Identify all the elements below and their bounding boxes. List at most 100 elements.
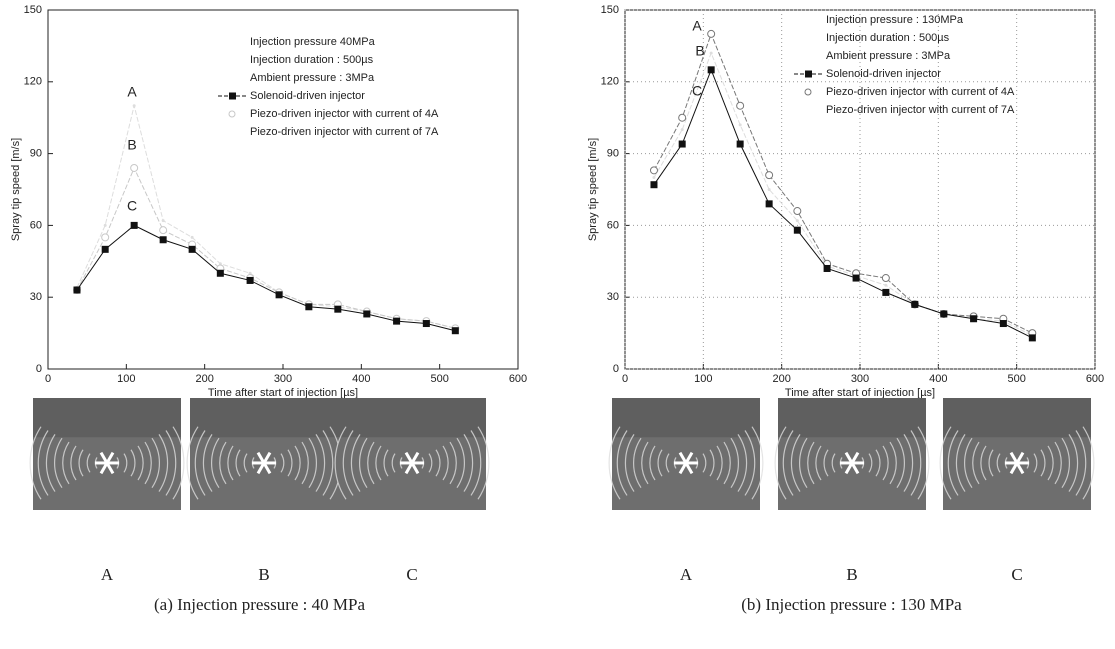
data-point xyxy=(793,207,802,216)
spray-plume xyxy=(105,451,115,464)
photo-label: C xyxy=(1011,565,1022,584)
data-point xyxy=(707,29,716,38)
photo-ring xyxy=(158,434,169,492)
data-point xyxy=(246,276,254,284)
note: Injection pressure : 130MPa xyxy=(826,14,964,26)
spray-plume xyxy=(256,451,266,464)
photo-ring xyxy=(831,453,836,473)
data-point xyxy=(736,140,744,148)
x-tick-label: 500 xyxy=(1007,373,1025,385)
photo-ring xyxy=(70,445,77,481)
spray-plume xyxy=(410,462,420,475)
x-tick-label: 100 xyxy=(117,373,135,385)
photo-ring xyxy=(1075,430,1087,496)
photo-ring xyxy=(782,430,794,496)
photo-ring xyxy=(751,426,764,500)
y-tick-label: 120 xyxy=(24,76,42,88)
photo-ring xyxy=(716,445,723,481)
spray-plume xyxy=(105,462,115,475)
y-tick-label: 90 xyxy=(30,148,42,160)
photo-ring xyxy=(165,430,177,496)
photo-ring xyxy=(1033,453,1038,473)
photo-ring xyxy=(442,445,449,481)
photo-ring xyxy=(632,437,642,489)
spray-plume xyxy=(844,462,854,475)
data-point xyxy=(451,327,459,335)
photo-ring xyxy=(988,449,994,477)
photo-ring xyxy=(287,449,293,477)
photo-ring xyxy=(301,441,309,485)
photo-ring xyxy=(608,426,621,500)
data-point xyxy=(73,286,81,294)
x-tick-label: 0 xyxy=(622,373,628,385)
photo-ring xyxy=(955,434,966,492)
y-tick-label: 30 xyxy=(30,291,42,303)
spray-plume xyxy=(1015,462,1025,475)
photo-ring xyxy=(1040,449,1046,477)
data-point xyxy=(940,310,948,318)
annotation: A xyxy=(692,18,702,34)
data-point xyxy=(159,236,167,244)
spray-plume xyxy=(256,462,266,475)
note: Injection duration : 500µs xyxy=(826,32,950,44)
data-point xyxy=(680,128,684,132)
spray-plume xyxy=(1009,451,1019,464)
y-tick-label: 90 xyxy=(607,148,619,160)
photo-shade xyxy=(33,398,181,438)
legend-entry: Piezo-driven injector with current of 4A xyxy=(804,86,1015,98)
photo-ring xyxy=(322,430,334,496)
note: Injection pressure 40MPa xyxy=(250,36,376,48)
photo-label: A xyxy=(101,565,114,584)
photo-ring xyxy=(144,441,152,485)
spray-photo xyxy=(334,398,490,510)
photo-ring xyxy=(367,441,375,485)
photo-ring xyxy=(243,453,248,473)
photo-label: C xyxy=(406,565,417,584)
legend-label: Solenoid-driven injector xyxy=(826,68,941,80)
photo-ring xyxy=(123,453,128,473)
photo-label: A xyxy=(680,565,693,584)
legend-entry: Piezo-driven injector with current of 4A xyxy=(228,108,439,120)
photo-ring xyxy=(463,434,474,492)
photo-ring xyxy=(910,430,922,496)
data-point xyxy=(736,101,745,110)
y-axis-title: Spray tip speed [m/s] xyxy=(587,138,599,241)
legend-label: Piezo-driven injector with current of 4A xyxy=(250,108,439,120)
y-tick-label: 60 xyxy=(30,219,42,231)
photo-ring xyxy=(375,445,382,481)
data-point xyxy=(305,303,313,311)
photo-ring xyxy=(996,453,1001,473)
spray-plume xyxy=(99,462,109,475)
y-tick-label: 150 xyxy=(601,4,619,16)
spray-plume xyxy=(678,462,688,475)
data-point xyxy=(132,104,136,108)
photo-ring xyxy=(449,441,457,485)
x-tick-label: 200 xyxy=(195,373,213,385)
photo-ring xyxy=(649,445,656,481)
note: Ambient pressure : 3MPa xyxy=(250,72,375,84)
photo-ring xyxy=(737,434,748,492)
annotation: B xyxy=(695,43,704,59)
legend-marker xyxy=(805,70,812,78)
photo-ring xyxy=(350,434,361,492)
photo-ring xyxy=(1047,445,1054,481)
photo-ring xyxy=(456,437,466,489)
data-point xyxy=(159,226,168,235)
spray-plume xyxy=(1015,451,1025,464)
spray-plume xyxy=(404,462,414,475)
photo-ring xyxy=(280,453,285,473)
photo-ring xyxy=(391,453,396,473)
annotation: A xyxy=(127,84,137,100)
spray-photo xyxy=(608,398,764,510)
data-point xyxy=(823,264,831,272)
data-point xyxy=(1028,334,1036,342)
series-line xyxy=(653,68,1033,339)
data-point xyxy=(709,51,713,55)
data-point xyxy=(422,320,430,328)
data-point xyxy=(130,221,138,229)
y-axis-title: Spray tip speed [m/s] xyxy=(10,138,22,241)
spray-plume xyxy=(410,451,420,464)
photo-ring xyxy=(963,437,973,489)
photo-ring xyxy=(151,437,161,489)
photo-ring xyxy=(1068,434,1079,492)
